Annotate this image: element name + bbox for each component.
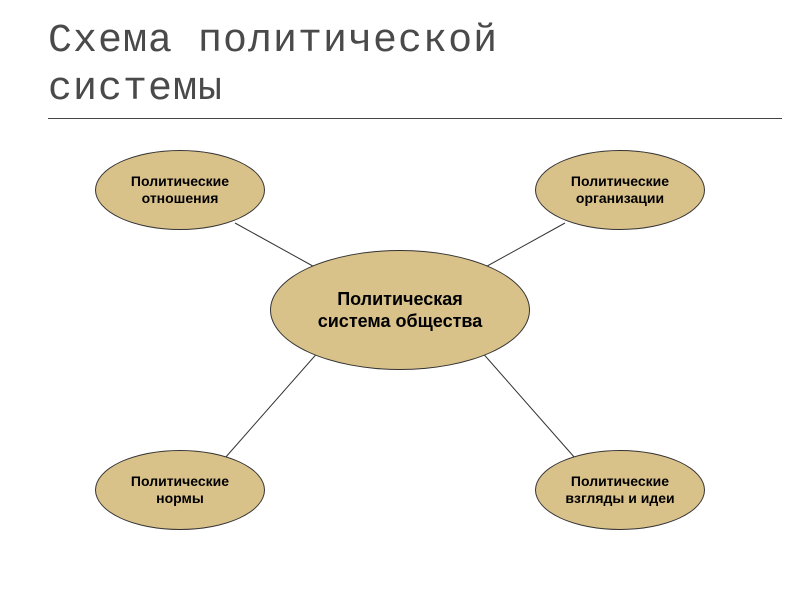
node-label-line1: Политические bbox=[131, 173, 229, 191]
edge bbox=[235, 223, 320, 270]
node-relations: Политические отношения bbox=[95, 150, 265, 230]
edge bbox=[480, 350, 575, 458]
title-line1: Схема политической bbox=[48, 18, 752, 66]
title-underline bbox=[48, 118, 782, 119]
node-views: Политические взгляды и идеи bbox=[535, 450, 705, 530]
slide-title: Схема политической системы bbox=[48, 18, 752, 114]
diagram-canvas: Политическая система общества Политическ… bbox=[0, 120, 800, 600]
node-label-line1: Политические bbox=[131, 473, 229, 491]
title-line2: системы bbox=[48, 66, 752, 114]
node-label-line2: организации bbox=[576, 190, 664, 208]
node-label-line2: отношения bbox=[142, 190, 219, 208]
node-label-line2: взгляды и идеи bbox=[565, 490, 674, 508]
node-norms: Политические нормы bbox=[95, 450, 265, 530]
node-organizations: Политические организации bbox=[535, 150, 705, 230]
node-label-line1: Политические bbox=[571, 173, 669, 191]
edge bbox=[480, 223, 565, 270]
node-label-line2: нормы bbox=[156, 490, 204, 508]
edge bbox=[225, 350, 320, 458]
node-center-line2: система общества bbox=[318, 310, 483, 333]
node-center: Политическая система общества bbox=[270, 250, 530, 370]
node-center-line1: Политическая bbox=[337, 288, 463, 311]
node-label-line1: Политические bbox=[571, 473, 669, 491]
